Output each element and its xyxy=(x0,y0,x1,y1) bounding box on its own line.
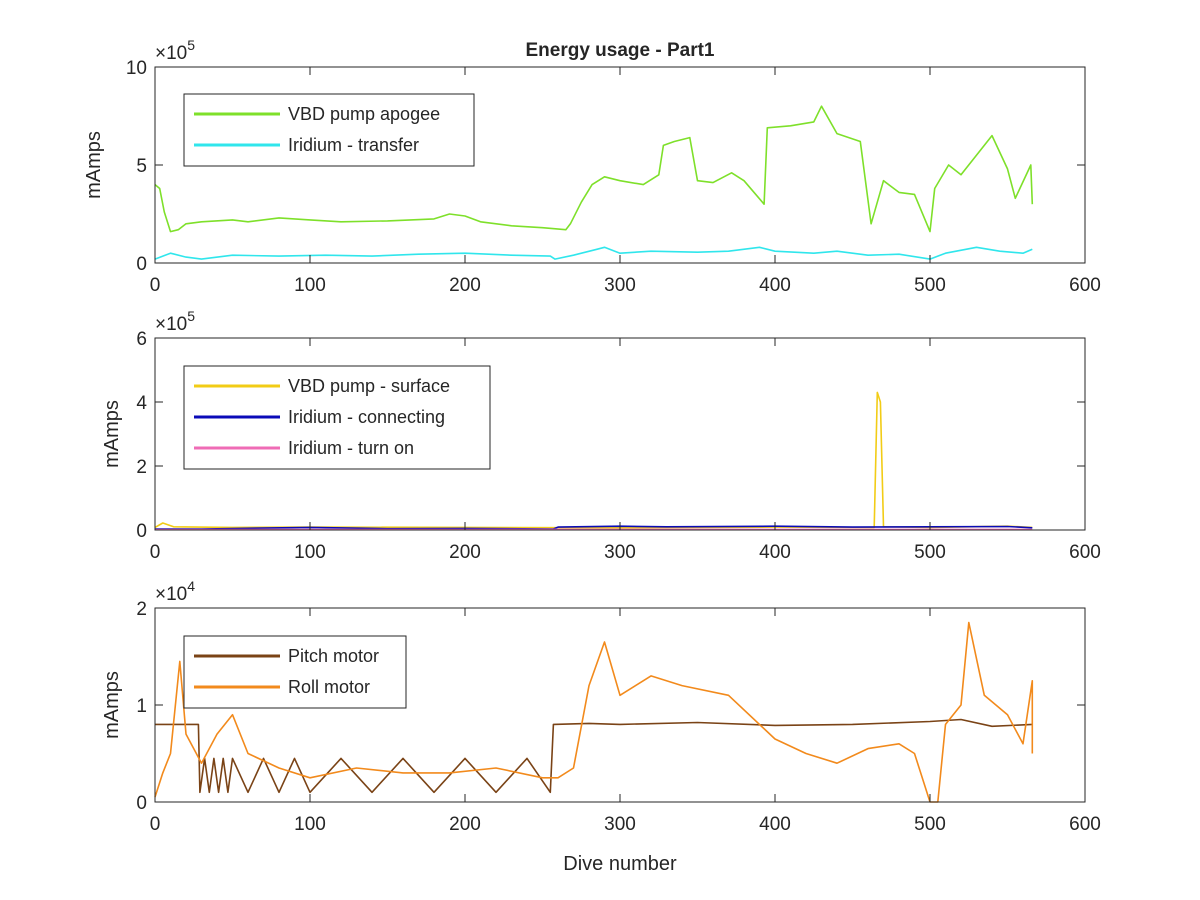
y-tick-label: 2 xyxy=(136,457,147,478)
x-tick-label: 0 xyxy=(150,542,161,563)
y-exponent-base: ×10 xyxy=(155,314,187,335)
legend-box xyxy=(183,93,475,167)
x-tick-label: 200 xyxy=(449,814,481,835)
y-tick-label: 0 xyxy=(136,254,147,275)
legend: Pitch motor Roll motor xyxy=(183,635,407,709)
subplot-3: 0 100 200 300 400 500 600 0 1 2 ×104 mAmps Pitch mot… xyxy=(101,578,1101,835)
legend-entry-label: Iridium - connecting xyxy=(288,407,445,427)
x-tick-label: 200 xyxy=(449,275,481,296)
legend-entry-label: Iridium - turn on xyxy=(288,438,414,458)
x-tick-label: 300 xyxy=(604,542,636,563)
x-tick-label: 300 xyxy=(604,275,636,296)
x-tick-label: 600 xyxy=(1069,542,1101,563)
legend-entry-label: VBD pump apogee xyxy=(288,104,440,124)
y-exponent-label: ×105 xyxy=(155,37,195,64)
x-tick-label: 200 xyxy=(449,542,481,563)
y-axis-label: mAmps xyxy=(83,131,105,199)
y-tick-label: 0 xyxy=(136,793,147,814)
y-axis-label: mAmps xyxy=(101,671,123,739)
x-tick-label: 600 xyxy=(1069,275,1101,296)
y-exponent-power: 4 xyxy=(187,578,195,594)
y-tick-label: 4 xyxy=(136,393,147,414)
y-exponent-power: 5 xyxy=(187,37,195,53)
x-tick-label: 400 xyxy=(759,275,791,296)
x-tick-label: 500 xyxy=(914,275,946,296)
x-tick-label: 600 xyxy=(1069,814,1101,835)
x-tick-label: 400 xyxy=(759,542,791,563)
x-tick-label: 300 xyxy=(604,814,636,835)
x-tick-label: 400 xyxy=(759,814,791,835)
legend-entry-label: Roll motor xyxy=(288,677,370,697)
series-line-3-1 xyxy=(155,718,1033,794)
figure-title: Energy usage - Part1 xyxy=(525,40,714,61)
series-line-1-2 xyxy=(154,246,1033,260)
legend: VBD pump - surface Iridium - connecting Ir… xyxy=(183,365,491,470)
x-tick-label: 500 xyxy=(914,542,946,563)
x-tick-label: 500 xyxy=(914,814,946,835)
y-tick-label: 6 xyxy=(136,329,147,350)
y-exponent-label: ×104 xyxy=(155,578,195,605)
y-tick-label: 5 xyxy=(136,156,147,177)
series-line-2-2 xyxy=(155,525,1033,530)
x-axis-label: Dive number xyxy=(563,853,677,875)
x-tick-label: 100 xyxy=(294,542,326,563)
y-exponent-base: ×10 xyxy=(155,43,187,64)
legend: VBD pump apogee Iridium - transfer xyxy=(183,93,475,167)
y-tick-label: 1 xyxy=(136,696,147,717)
x-tick-label: 0 xyxy=(150,275,161,296)
series-line-1-1 xyxy=(154,105,1034,233)
y-tick-label: 2 xyxy=(136,599,147,620)
x-tick-label: 100 xyxy=(294,814,326,835)
series-line-3-2 xyxy=(154,621,1034,803)
x-tick-label: 0 xyxy=(150,814,161,835)
subplot-2: 0 100 200 300 400 500 600 0 2 4 6 ×105 mAmps VBD pump… xyxy=(101,308,1101,563)
y-tick-label: 0 xyxy=(136,521,147,542)
y-exponent-base: ×10 xyxy=(155,584,187,605)
y-exponent-power: 5 xyxy=(187,308,195,324)
legend-box xyxy=(183,635,407,709)
legend-entry-label: VBD pump - surface xyxy=(288,376,450,396)
legend-entry-label: Iridium - transfer xyxy=(288,135,419,155)
y-exponent-label: ×105 xyxy=(155,308,195,335)
y-axis-label: mAmps xyxy=(101,400,123,468)
legend-entry-label: Pitch motor xyxy=(288,646,379,666)
x-tick-label: 100 xyxy=(294,275,326,296)
y-tick-label: 10 xyxy=(126,58,147,79)
